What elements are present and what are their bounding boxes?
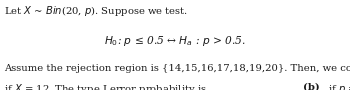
Text: Assume the rejection region is {14,15,16,17,18,19,20}. Then, we conclude____: Assume the rejection region is {14,15,16… — [4, 63, 350, 73]
Text: (b): (b) — [303, 83, 320, 90]
Text: $\mathit{H}_{0}$: $\mathit{p}$ ≤ 0.5 ↔ $\mathit{H}_{a}$ : $\mathit{p}$ > 0.5.: $\mathit{H}_{0}$: $\mathit{p}$ ≤ 0.5 ↔ $… — [104, 34, 246, 48]
Text: Let $\mathit{X}$ ~ $\mathit{Bin}$(20, $\mathit{p}$). Suppose we test.: Let $\mathit{X}$ ~ $\mathit{Bin}$(20, $\… — [4, 4, 188, 19]
Text: if $\mathit{X}$ = 12. The type I error probability is _____: if $\mathit{X}$ = 12. The type I error p… — [4, 83, 236, 90]
Text: if $\mathit{p}$ = 0.5. The type I error probability is: if $\mathit{p}$ = 0.5. The type I error … — [325, 83, 350, 90]
